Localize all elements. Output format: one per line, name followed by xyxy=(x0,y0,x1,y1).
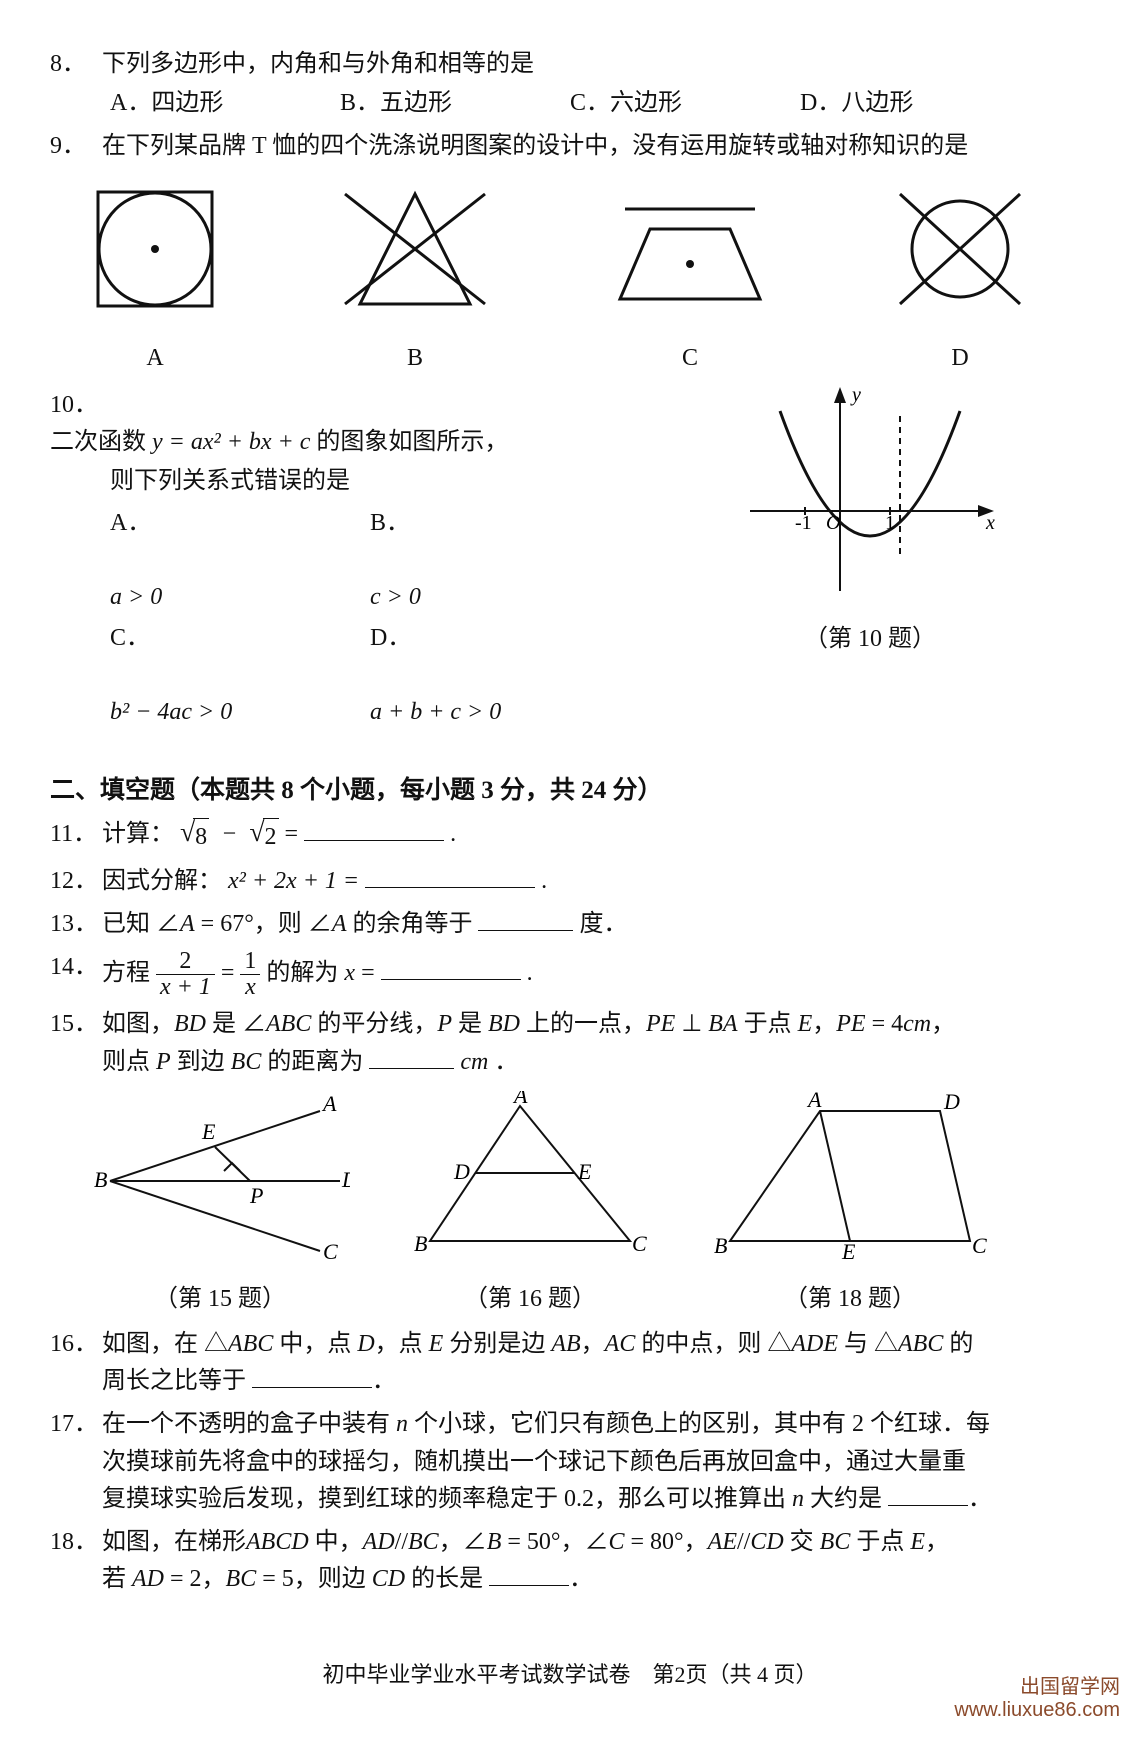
figure-row: A B C D E P （第 15 题） A B C D E （第 16 题） … xyxy=(90,1091,1090,1318)
svg-text:y: y xyxy=(850,384,861,406)
svg-text:B: B xyxy=(94,1167,107,1192)
question-8: 8． 下列多边形中，内角和与外角和相等的是 xyxy=(50,46,1090,83)
q10-text2: 则下列关系式错误的是 xyxy=(110,463,670,500)
svg-text:A: A xyxy=(512,1091,528,1108)
q18-body: 如图，在梯形ABCD 中，AD//BC，∠B = 50°，∠C = 80°，AE… xyxy=(102,1524,1062,1598)
svg-text:B: B xyxy=(414,1231,427,1256)
svg-text:A: A xyxy=(321,1091,337,1116)
question-17: 17． 在一个不透明的盒子中装有 n 个小球，它们只有颜色上的区别，其中有 2 … xyxy=(50,1406,1090,1518)
q14-blank xyxy=(381,955,521,980)
svg-text:E: E xyxy=(841,1239,856,1261)
q16-number: 16． xyxy=(50,1326,96,1363)
svg-text:D: D xyxy=(453,1159,470,1184)
page-footer: 初中毕业学业水平考试数学试卷 第2页（共 4 页） xyxy=(50,1658,1090,1692)
q11-blank xyxy=(304,816,444,841)
figure-18: A D B C E （第 18 题） xyxy=(710,1091,990,1318)
q10-eq: y = ax² + bx + c xyxy=(152,429,310,455)
q8-opt-d: D．八边形 xyxy=(800,85,1030,122)
q12-body: 因式分解： x² + 2x + 1 = . xyxy=(102,863,1062,900)
q10-text-a: 二次函数 xyxy=(50,429,152,455)
q8-opt-c: C．六边形 xyxy=(570,85,800,122)
q9-icon-a: A xyxy=(90,184,220,377)
figure-15-caption: （第 15 题） xyxy=(90,1281,350,1318)
svg-text:1: 1 xyxy=(885,512,895,534)
svg-text:C: C xyxy=(972,1233,987,1258)
q9-label-b: B xyxy=(340,340,490,377)
q10-caption: （第 10 题） xyxy=(670,621,1070,658)
q9-icon-c: C xyxy=(610,184,770,377)
q9-label-d: D xyxy=(890,340,1030,377)
question-12: 12． 因式分解： x² + 2x + 1 = . xyxy=(50,863,1090,900)
question-9: 9． 在下列某品牌 T 恤的四个洗涤说明图案的设计中，没有运用旋转或轴对称知识的… xyxy=(50,128,1090,165)
q12-blank xyxy=(365,863,535,888)
q11-number: 11． xyxy=(50,816,96,853)
question-10: 10． 二次函数 y = ax² + bx + c 的图象如图所示， 则下列关系… xyxy=(50,381,1090,736)
question-16: 16． 如图，在 △ABC 中，点 D，点 E 分别是边 AB，AC 的中点，则… xyxy=(50,1326,1090,1400)
section-2-title: 二、填空题（本题共 8 个小题，每小题 3 分，共 24 分） xyxy=(50,772,1090,811)
svg-text:B: B xyxy=(714,1233,727,1258)
q9-text: 在下列某品牌 T 恤的四个洗涤说明图案的设计中，没有运用旋转或轴对称知识的是 xyxy=(102,128,1062,165)
q8-text: 下列多边形中，内角和与外角和相等的是 xyxy=(102,46,1062,83)
svg-text:E: E xyxy=(577,1159,592,1184)
q10-text-b: 的图象如图所示， xyxy=(310,429,508,455)
svg-text:D: D xyxy=(943,1091,960,1114)
q18-number: 18． xyxy=(50,1524,96,1561)
q8-opt-a: A．四边形 xyxy=(110,85,340,122)
q17-body: 在一个不透明的盒子中装有 n 个小球，它们只有颜色上的区别，其中有 2 个红球．… xyxy=(102,1406,1062,1518)
q10-opt-d: D． a + b + c > 0 xyxy=(370,620,630,732)
q10-options: A． a > 0 B． c > 0 C． b² − 4ac > 0 D． a +… xyxy=(110,505,670,732)
q9-icon-row: A B C D xyxy=(90,184,1090,377)
q9-number: 9． xyxy=(50,128,96,165)
q12-number: 12． xyxy=(50,863,96,900)
q13-number: 13． xyxy=(50,906,96,943)
svg-text:C: C xyxy=(632,1231,647,1256)
svg-text:D: D xyxy=(341,1167,350,1192)
figure-16: A B C D E （第 16 题） xyxy=(410,1091,650,1318)
q13-blank xyxy=(478,906,573,931)
q15-blank xyxy=(369,1044,454,1069)
q17-number: 17． xyxy=(50,1406,96,1443)
q9-icon-b: B xyxy=(340,184,490,377)
svg-text:P: P xyxy=(249,1183,263,1208)
q15-body: 如图，BD 是 ∠ABC 的平分线，P 是 BD 上的一点，PE ⊥ BA 于点… xyxy=(102,1006,1062,1080)
question-15: 15． 如图，BD 是 ∠ABC 的平分线，P 是 BD 上的一点，PE ⊥ B… xyxy=(50,1006,1090,1080)
q16-blank xyxy=(252,1363,372,1388)
q8-options: A．四边形 B．五边形 C．六边形 D．八边形 xyxy=(110,85,1090,122)
q16-body: 如图，在 △ABC 中，点 D，点 E 分别是边 AB，AC 的中点，则 △AD… xyxy=(102,1326,1062,1400)
question-13: 13． 已知 ∠A = 67°，则 ∠A 的余角等于 度． xyxy=(50,906,1090,943)
svg-text:O: O xyxy=(826,512,840,534)
watermark: 出国留学网 www.liuxue86.com xyxy=(954,1676,1120,1722)
figure-15: A B C D E P （第 15 题） xyxy=(90,1091,350,1318)
q10-opt-b: B． c > 0 xyxy=(370,505,630,617)
q14-body: 方程 2x + 1 = 1x 的解为 x = . xyxy=(102,949,1062,1000)
svg-text:E: E xyxy=(201,1119,216,1144)
figure-16-caption: （第 16 题） xyxy=(410,1281,650,1318)
figure-18-caption: （第 18 题） xyxy=(710,1281,990,1318)
q10-opt-a: A． a > 0 xyxy=(110,505,370,617)
question-11: 11． 计算： √8 − √2 = . xyxy=(50,816,1090,856)
svg-text:A: A xyxy=(806,1091,822,1112)
q13-body: 已知 ∠A = 67°，则 ∠A 的余角等于 度． xyxy=(102,906,1062,943)
question-18: 18． 如图，在梯形ABCD 中，AD//BC，∠B = 50°，∠C = 80… xyxy=(50,1524,1090,1598)
q10-number: 10． xyxy=(50,387,96,424)
question-14: 14． 方程 2x + 1 = 1x 的解为 x = . xyxy=(50,949,1090,1000)
q9-label-a: A xyxy=(90,340,220,377)
q17-blank xyxy=(888,1481,968,1506)
q8-number: 8． xyxy=(50,46,96,83)
q9-icon-d: D xyxy=(890,184,1030,377)
svg-text:C: C xyxy=(323,1239,338,1261)
q14-number: 14． xyxy=(50,949,96,986)
q10-figure: y x -1 O 1 （第 10 题） xyxy=(670,381,1070,736)
svg-text:x: x xyxy=(985,512,995,534)
q15-number: 15． xyxy=(50,1006,96,1043)
q18-blank xyxy=(489,1561,569,1586)
svg-text:-1: -1 xyxy=(795,512,812,534)
q8-opt-b: B．五边形 xyxy=(340,85,570,122)
q10-opt-c: C． b² − 4ac > 0 xyxy=(110,620,370,732)
q9-label-c: C xyxy=(610,340,770,377)
q11-body: 计算： √8 − √2 = . xyxy=(102,816,1062,856)
